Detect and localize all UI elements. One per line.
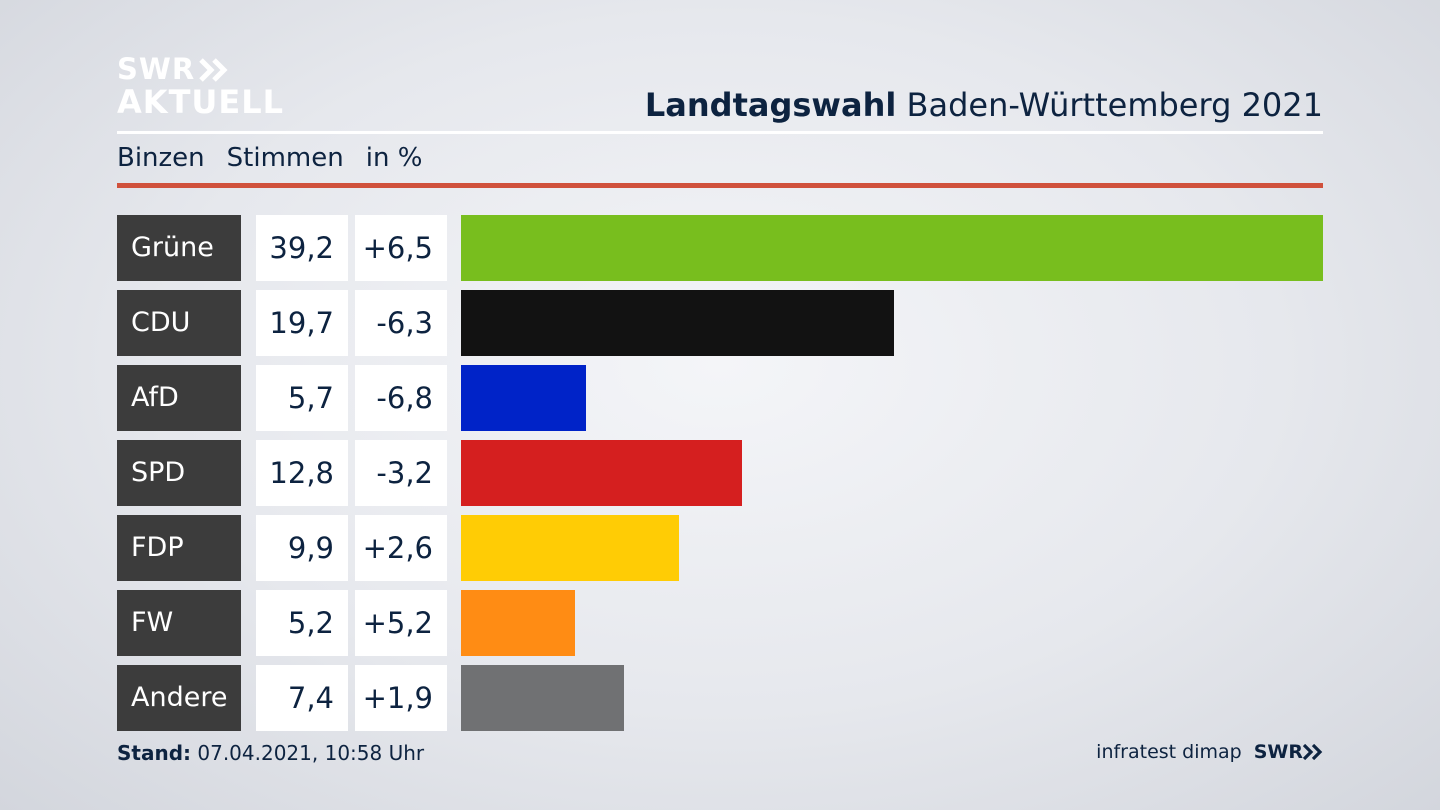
bar [461, 215, 1323, 281]
vote-change-label: +5,2 [355, 590, 447, 656]
swr-footer-logo: SWR [1254, 741, 1323, 763]
bar [461, 365, 587, 431]
source-text: infratest dimap [1096, 741, 1242, 763]
bar [461, 590, 576, 656]
party-label: CDU [117, 290, 241, 356]
vote-share-label: 39,2 [256, 215, 348, 281]
party-label: FW [117, 590, 241, 656]
double-chevron-icon [1303, 744, 1323, 760]
bar-row: AfD 5,7 -6,8 [117, 365, 1323, 431]
vote-change-label: +2,6 [355, 515, 447, 581]
subhead-unit: in % [365, 143, 423, 173]
party-label: SPD [117, 440, 241, 506]
subheader: Binzen Stimmen in % [117, 143, 444, 173]
party-label: Andere [117, 665, 241, 731]
logo-swr-text: SWR [117, 52, 196, 86]
vote-change-label: +1,9 [355, 665, 447, 731]
bar-row: CDU 19,7 -6,3 [117, 290, 1323, 356]
swr-aktuell-logo: SWR AKTUELL [117, 52, 285, 121]
bar [461, 290, 895, 356]
bar-row: SPD 12,8 -3,2 [117, 440, 1323, 506]
vote-change-label: +6,5 [355, 215, 447, 281]
vote-share-label: 7,4 [256, 665, 348, 731]
timestamp: Stand: 07.04.2021, 10:58 Uhr [117, 741, 424, 765]
vote-share-label: 5,7 [256, 365, 348, 431]
subhead-location: Binzen [117, 143, 205, 173]
logo-aktuell-text: AKTUELL [117, 83, 285, 121]
vote-share-label: 19,7 [256, 290, 348, 356]
title-rest: Baden-Württemberg 2021 [896, 86, 1324, 124]
bar-row: FDP 9,9 +2,6 [117, 515, 1323, 581]
vote-share-label: 12,8 [256, 440, 348, 506]
title-divider [117, 131, 1323, 134]
vote-share-label: 9,9 [256, 515, 348, 581]
stand-value: 07.04.2021, 10:58 Uhr [191, 741, 425, 765]
bar [461, 665, 624, 731]
vote-change-label: -6,3 [355, 290, 447, 356]
bar [461, 440, 743, 506]
swr-footer-text: SWR [1253, 741, 1303, 763]
vote-change-label: -6,8 [355, 365, 447, 431]
party-label: AfD [117, 365, 241, 431]
bar [461, 515, 679, 581]
vote-change-label: -3,2 [355, 440, 447, 506]
bar-row: Andere 7,4 +1,9 [117, 665, 1323, 731]
title-bold: Landtagswahl [644, 86, 897, 124]
bar-row: Grüne 39,2 +6,5 [117, 215, 1323, 281]
subhead-stimmen: Stimmen [226, 143, 344, 173]
party-label: Grüne [117, 215, 241, 281]
accent-divider [117, 183, 1323, 188]
chart-title: Landtagswahl Baden-Württemberg 2021 [645, 86, 1323, 124]
vote-share-label: 5,2 [256, 590, 348, 656]
bar-row: FW 5,2 +5,2 [117, 590, 1323, 656]
double-chevron-icon [199, 57, 228, 82]
stand-label: Stand: [117, 741, 192, 765]
source-credit: infratest dimap SWR [1096, 741, 1323, 763]
party-label: FDP [117, 515, 241, 581]
